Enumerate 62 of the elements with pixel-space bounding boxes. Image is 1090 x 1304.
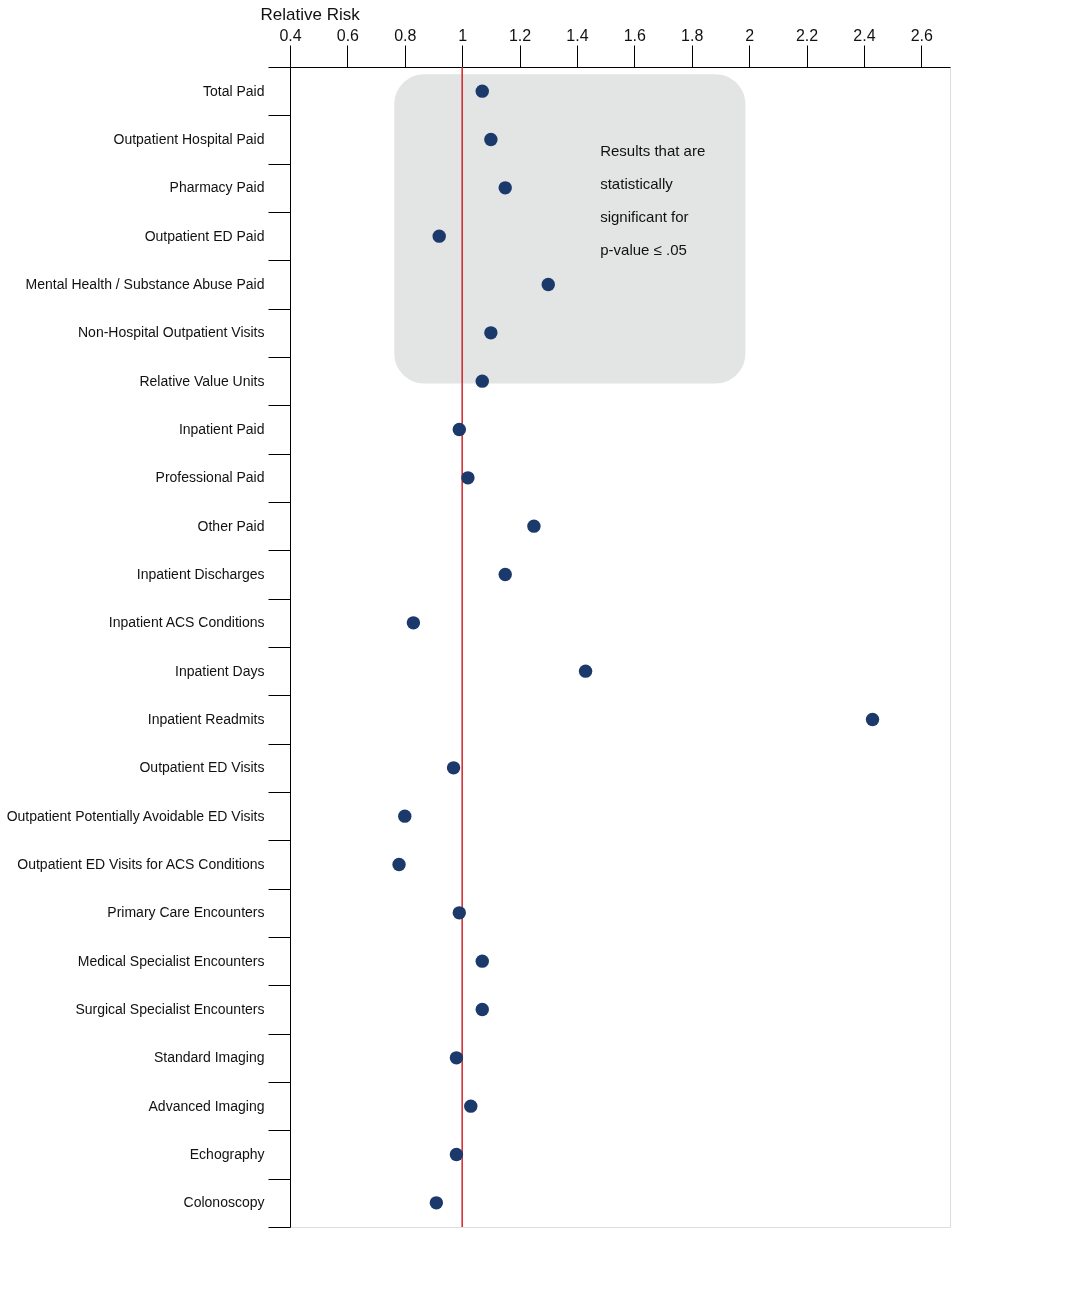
y-tick-label: Inpatient Days — [175, 662, 265, 679]
point — [865, 712, 880, 727]
point — [484, 132, 498, 147]
y-tick-label: Outpatient ED Paid — [144, 227, 265, 244]
y-tick-label: Total Paid — [203, 82, 265, 99]
x-tick-label: 2.6 — [910, 26, 934, 44]
y-tick-label: Non-Hospital Outpatient Visits — [78, 324, 265, 341]
y-tick-label: Advanced Imaging — [148, 1097, 265, 1114]
x-tick-label: 1.6 — [623, 26, 647, 44]
point — [398, 809, 412, 823]
x-tick-label: 0.8 — [394, 26, 417, 44]
y-tick-label: Surgical Specialist Encounters — [75, 1001, 265, 1017]
x-tick-label: 1 — [458, 26, 468, 44]
y-tick-label: Outpatient ED Visits — [139, 759, 265, 776]
y-tick-label: Professional Paid — [155, 469, 265, 486]
point — [429, 1196, 444, 1210]
y-tick-label: Primary Care Encounters — [107, 904, 265, 921]
x-tick-label: 0.4 — [279, 26, 302, 44]
point — [449, 1147, 464, 1162]
point — [452, 422, 467, 437]
point — [392, 857, 406, 872]
point — [452, 906, 467, 920]
y-tick-label: Outpatient ED Visits for ACS Conditions — [17, 856, 265, 872]
x-axis-title: Relative Risk — [260, 4, 361, 24]
point — [475, 374, 489, 388]
y-tick-label: Inpatient Paid — [178, 421, 265, 437]
point — [475, 954, 489, 968]
x-tick-label: 1.2 — [508, 26, 532, 44]
point — [461, 471, 475, 485]
point — [484, 326, 498, 340]
y-tick-label: Inpatient Readmits — [147, 711, 265, 727]
y-tick-label: Relative Value Units — [139, 372, 265, 389]
point — [432, 229, 446, 243]
y-tick-label: Pharmacy Paid — [169, 179, 265, 196]
x-tick-label: 1.8 — [681, 26, 704, 44]
y-tick-label: Mental Health / Substance Abuse Paid — [25, 276, 265, 292]
y-tick-label: Inpatient Discharges — [136, 566, 265, 582]
point — [498, 181, 512, 195]
x-tick-label: 2.2 — [795, 26, 819, 44]
x-tick-label: 2.4 — [853, 26, 876, 44]
band-label: Results that are statistically significant for p-value ≤ .05 — [600, 142, 706, 259]
point — [498, 567, 512, 582]
y-tick-label: Colonoscopy — [183, 1194, 265, 1211]
y-tick-label: Standard Imaging — [153, 1049, 265, 1066]
x-tick-label: 0.6 — [336, 26, 360, 44]
y-tick-label: Medical Specialist Encounters — [77, 952, 265, 969]
point — [475, 84, 489, 98]
point — [449, 1051, 464, 1065]
y-tick-label: Outpatient Hospital Paid — [113, 131, 265, 147]
y-tick-label: Inpatient ACS Conditions — [108, 614, 265, 631]
y-tick-label: Outpatient Potentially Avoidable ED Visits — [6, 807, 265, 824]
point — [527, 519, 541, 533]
x-tick-label: 1.4 — [566, 26, 589, 44]
point — [406, 616, 421, 630]
x-tick-label: 2 — [745, 26, 755, 44]
point — [578, 664, 593, 678]
point — [446, 761, 461, 775]
point — [475, 1002, 489, 1017]
y-tick-label: Echography — [189, 1146, 265, 1162]
point — [541, 277, 555, 292]
y-tick-label: Other Paid — [197, 517, 265, 534]
point — [464, 1099, 478, 1113]
